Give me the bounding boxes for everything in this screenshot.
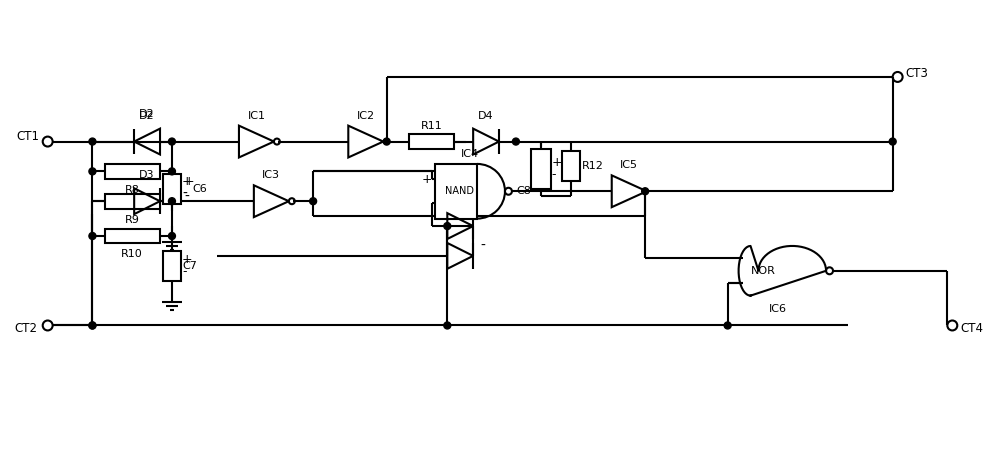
Bar [531,149,551,189]
Bar [409,134,454,149]
Text: D2: D2 [139,109,155,119]
Text: NAND: NAND [445,186,474,196]
Circle shape [168,198,175,205]
Text: -: - [184,190,189,204]
Text: CT1: CT1 [17,130,40,143]
Text: -: - [182,265,186,278]
Text: R8: R8 [125,185,140,195]
Circle shape [168,138,175,145]
Text: D3: D3 [139,171,155,180]
Text: C8: C8 [516,186,531,196]
Text: C7: C7 [182,261,197,271]
Circle shape [89,233,96,239]
Circle shape [168,168,175,175]
Text: IC1: IC1 [247,111,265,121]
Circle shape [310,198,317,205]
Text: +: + [182,175,193,188]
Text: R11: R11 [421,121,442,131]
Text: CT2: CT2 [15,322,38,335]
Text: D2: D2 [139,111,155,121]
Circle shape [89,168,96,175]
Text: -: - [552,168,556,181]
Text: IC4: IC4 [461,149,479,159]
Polygon shape [739,246,826,296]
Circle shape [383,138,390,145]
Text: -: - [182,187,187,201]
Text: -: - [480,239,485,253]
Text: +: + [182,253,193,267]
Circle shape [444,223,451,229]
Circle shape [89,138,96,145]
Circle shape [724,322,731,329]
Text: IC5: IC5 [620,161,638,171]
Text: +: + [552,156,562,170]
Circle shape [512,138,519,145]
Text: R9: R9 [125,215,140,225]
Bar [163,174,181,204]
Circle shape [444,322,451,329]
Text: R12: R12 [582,162,603,171]
Circle shape [642,188,649,195]
Text: NOR: NOR [751,266,776,276]
Text: IC2: IC2 [357,111,375,121]
Bar [163,251,181,281]
Text: C6: C6 [193,184,208,194]
Text: IC6: IC6 [769,304,787,314]
Bar [562,152,580,181]
Text: CT3: CT3 [906,67,928,81]
Circle shape [889,138,896,145]
Bar [105,228,160,244]
Text: D4: D4 [478,111,494,121]
Circle shape [89,322,96,329]
Text: IC3: IC3 [262,171,280,180]
Bar [105,194,160,209]
Bar [435,164,477,219]
Text: +: + [422,173,432,186]
Circle shape [168,233,175,239]
Bar [105,164,160,179]
Text: R10: R10 [121,250,143,260]
Text: +: + [184,175,195,188]
Text: CT4: CT4 [960,322,983,335]
Circle shape [89,322,96,329]
